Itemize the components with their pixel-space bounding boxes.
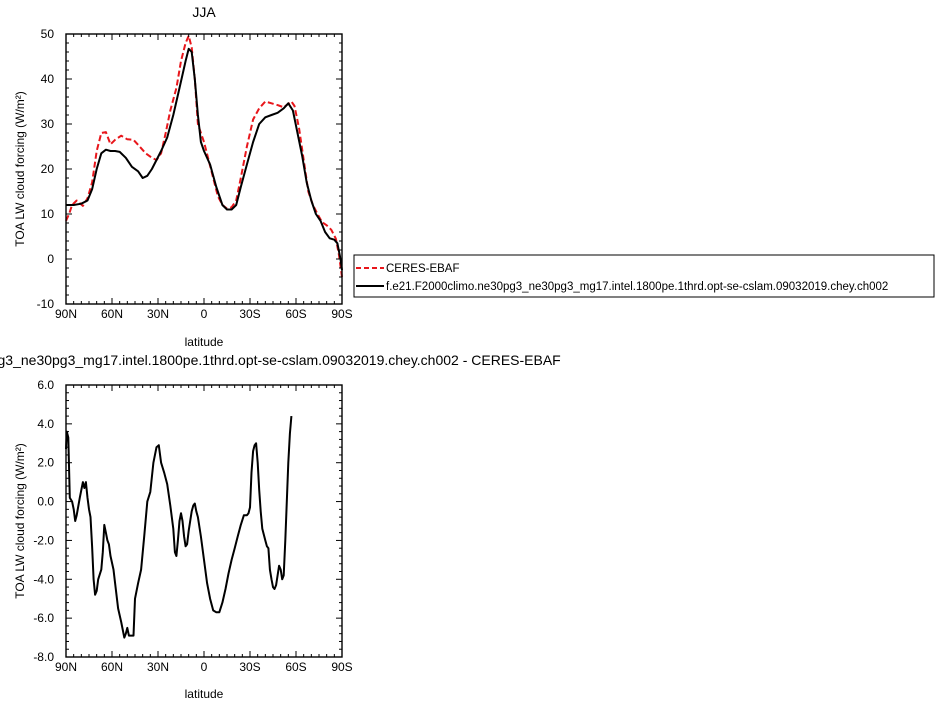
x-tick-label: 30S <box>239 307 260 321</box>
plot-frame <box>65 384 343 658</box>
series-line <box>65 416 293 639</box>
y-tick-label: 4.0 <box>37 417 54 431</box>
y-tick-label: 30 <box>41 117 55 131</box>
y-tick-label: 40 <box>41 72 55 86</box>
y-tick-label: 20 <box>41 162 55 176</box>
y-tick-label: -8.0 <box>33 650 54 664</box>
y-tick-label: -6.0 <box>33 611 54 625</box>
x-tick-label: 90N <box>55 307 77 321</box>
x-tick-label: 30N <box>147 660 169 674</box>
legend: CERES-EBAF f.e21.F2000climo.ne30pg3_ne30… <box>353 254 935 298</box>
x-tick-label: 0 <box>201 660 208 674</box>
legend-label-ceres: CERES-EBAF <box>386 263 460 275</box>
y-tick-label: 10 <box>41 207 55 221</box>
y-axis-label: TOA LW cloud forcing (W/m²) <box>13 91 27 247</box>
y-tick-label: -2.0 <box>33 533 54 547</box>
x-tick-label: 30S <box>239 660 260 674</box>
x-tick-label: 90S <box>331 307 352 321</box>
x-axis-label: latitude <box>185 335 224 349</box>
y-axis-label: TOA LW cloud forcing (W/m²) <box>13 443 27 599</box>
legend-box <box>353 254 935 298</box>
plot-frame <box>65 33 343 305</box>
panel-bottom: f.e21.F2000climo.ne30pg3_ne30pg3_mg17.in… <box>0 352 561 701</box>
tick-group: 90N 60N 30N 0 30S 60S 90S 50 40 30 20 10 0 -10 <box>37 27 353 321</box>
x-tick-label: 60N <box>101 660 123 674</box>
legend-label-model: f.e21.F2000climo.ne30pg3_ne30pg3_mg17.in… <box>386 281 888 293</box>
chart-title: f.e21.F2000climo.ne30pg3_ne30pg3_mg17.in… <box>0 352 561 368</box>
series-group <box>65 34 343 278</box>
x-tick-label: 60S <box>285 660 306 674</box>
x-tick-label: 60S <box>285 307 306 321</box>
series-line <box>66 47 343 271</box>
y-tick-label: 0 <box>47 252 54 266</box>
y-tick-label: 50 <box>41 27 55 41</box>
x-tick-label: 90S <box>331 660 352 674</box>
x-tick-label: 60N <box>101 307 123 321</box>
x-tick-label: 90N <box>55 660 77 674</box>
x-tick-label: 0 <box>201 307 208 321</box>
tick-group: 90N 60N 30N 0 30S 60S 90S 6.0 4.0 2.0 0.0 -2.0 -4.0 -… <box>33 378 352 674</box>
y-tick-label: 0.0 <box>37 495 54 509</box>
y-tick-label: 6.0 <box>37 378 54 392</box>
chart-title: JJA <box>192 4 216 20</box>
series-group <box>65 416 293 639</box>
x-tick-label: 30N <box>147 307 169 321</box>
y-tick-label: -4.0 <box>33 572 54 586</box>
y-tick-label: 2.0 <box>37 456 54 470</box>
series-line <box>65 34 343 278</box>
y-tick-label: -10 <box>37 297 55 311</box>
panel-top: JJA 90N 60N 30N 0 30S 60S 90S 50 40 30 20 10 0 -10 la… <box>13 4 353 349</box>
x-axis-label: latitude <box>185 687 224 701</box>
